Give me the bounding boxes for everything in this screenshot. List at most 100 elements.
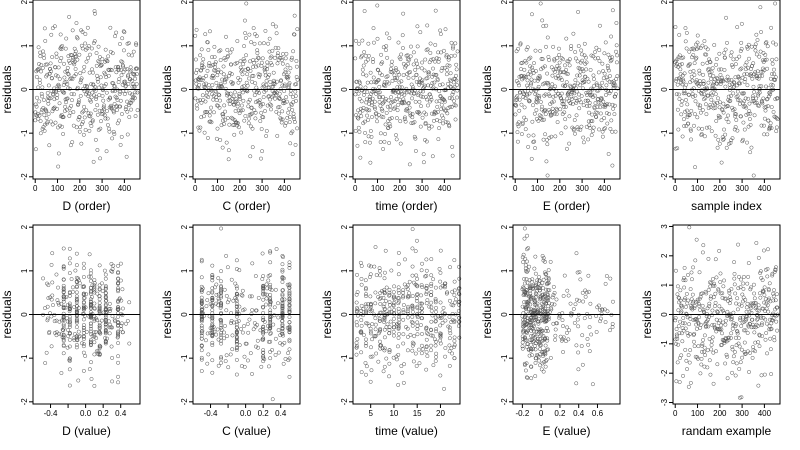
data-point (65, 65, 70, 70)
data-point (74, 285, 79, 290)
data-point (560, 57, 565, 62)
data-point (759, 84, 764, 89)
data-point (420, 60, 425, 65)
data-point (279, 58, 284, 63)
data-point (99, 119, 103, 124)
data-point (94, 51, 99, 55)
data-point (230, 96, 235, 101)
data-point (448, 71, 453, 76)
data-point (56, 300, 61, 305)
data-point (760, 101, 765, 106)
data-point (266, 364, 271, 369)
data-point (375, 67, 380, 72)
data-point (425, 23, 430, 28)
data-point (743, 297, 748, 302)
data-point (744, 305, 749, 310)
data-point (411, 280, 416, 285)
data-point (134, 41, 138, 46)
data-point (425, 354, 430, 359)
data-point (88, 326, 93, 331)
data-point (205, 68, 210, 73)
data-point (710, 323, 715, 328)
data-point (739, 21, 744, 26)
data-point (524, 329, 529, 334)
data-point (280, 293, 285, 298)
data-point (525, 78, 530, 83)
data-point (429, 284, 434, 288)
data-point (396, 288, 401, 293)
data-point (110, 379, 115, 384)
data-point (529, 364, 534, 369)
data-point (749, 285, 753, 290)
data-point (370, 354, 375, 359)
data-point (520, 346, 525, 351)
data-point (124, 67, 129, 71)
data-point (58, 32, 63, 37)
data-point (229, 115, 234, 120)
data-point (404, 325, 409, 329)
data-point (264, 302, 268, 307)
data-point (373, 322, 378, 327)
data-point (747, 101, 752, 106)
data-point (674, 327, 679, 332)
data-point (210, 323, 215, 328)
data-point (91, 70, 95, 75)
data-point (448, 331, 453, 336)
data-point (359, 370, 364, 375)
data-point (760, 278, 765, 282)
data-point (81, 86, 86, 91)
data-point (545, 292, 550, 296)
data-point (445, 68, 450, 73)
data-point (103, 303, 108, 308)
data-point (524, 331, 529, 336)
data-point (756, 255, 761, 260)
data-point (103, 341, 108, 346)
data-point (454, 73, 458, 78)
data-point (588, 301, 593, 306)
data-point (279, 55, 284, 60)
data-point (80, 119, 85, 124)
data-point (440, 96, 445, 101)
data-point (717, 67, 722, 72)
data-point (734, 301, 739, 306)
data-point (258, 104, 263, 109)
data-point (268, 249, 273, 254)
data-point (706, 80, 711, 85)
data-point (277, 105, 282, 109)
data-point (424, 286, 429, 290)
data-point (239, 327, 244, 331)
data-point (715, 309, 720, 314)
data-point (96, 79, 101, 84)
data-point (357, 96, 362, 101)
data-point (67, 261, 72, 266)
data-point (382, 335, 387, 340)
data-point (248, 112, 253, 117)
data-point (576, 350, 581, 355)
data-point (710, 313, 714, 318)
data-point (535, 339, 540, 344)
data-point (771, 316, 776, 321)
data-point (747, 309, 752, 314)
data-point (261, 286, 266, 291)
data-point (240, 108, 245, 113)
data-point (406, 76, 411, 80)
data-point (124, 105, 129, 110)
data-point (526, 347, 531, 352)
data-point (754, 313, 759, 318)
data-point (521, 285, 526, 290)
data-point (134, 42, 139, 47)
data-point (438, 341, 443, 346)
data-point (732, 80, 737, 85)
data-point (121, 29, 126, 34)
data-point (595, 110, 600, 115)
data-point (92, 352, 97, 357)
data-point (384, 325, 389, 330)
data-point (246, 100, 251, 104)
data-point (724, 15, 728, 20)
data-point (372, 99, 377, 104)
x-tick-label: 100 (531, 184, 545, 193)
data-point (387, 121, 392, 126)
data-point (699, 132, 704, 136)
data-point (723, 132, 728, 137)
